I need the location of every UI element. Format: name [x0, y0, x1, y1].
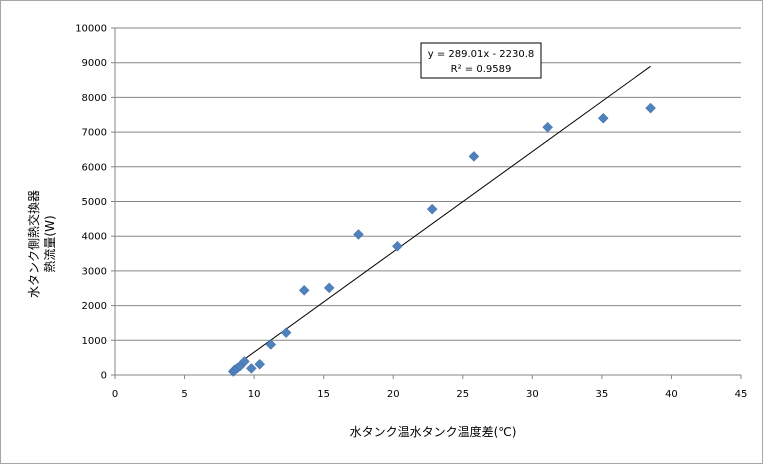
- gridlines: [111, 27, 741, 376]
- y-tick-label: 4000: [82, 232, 107, 243]
- x-tick-label: 30: [526, 389, 539, 400]
- data-point: [392, 240, 403, 252]
- x-tick-label: 35: [596, 389, 609, 400]
- y-axis-title-line1: 水タンク側熱交換器: [26, 190, 41, 298]
- y-tick-label: 0: [101, 371, 107, 382]
- equation-box-frame: [420, 42, 542, 79]
- data-point: [468, 151, 480, 162]
- x-tick-label: 15: [317, 389, 330, 400]
- trendline-equation: y = 289.01x - 2230.8: [428, 49, 535, 60]
- x-tick-label: 10: [248, 389, 261, 400]
- data-point: [280, 327, 292, 339]
- data-points: [227, 102, 656, 377]
- data-point: [298, 284, 310, 296]
- y-tick-label: 3000: [82, 266, 107, 277]
- x-axis-title: 水タンク温水タンク温度差(℃): [350, 424, 517, 439]
- data-point: [323, 282, 335, 294]
- data-point: [542, 121, 553, 133]
- data-point: [254, 358, 266, 370]
- y-axis-title-line2: 熱流量(W): [43, 215, 57, 272]
- x-tick-label: 25: [456, 389, 469, 400]
- data-point: [597, 112, 609, 124]
- data-point: [645, 102, 656, 114]
- equation-box: y = 289.01x - 2230.8 R² = 0.9589: [420, 42, 542, 79]
- y-tick-label: 2000: [82, 301, 107, 312]
- data-point: [426, 203, 438, 215]
- x-tick-labels: 0 5 10 15 20 25 30 35 40 45: [112, 389, 748, 400]
- trendline: [232, 65, 651, 368]
- y-axis-title: 水タンク側熱交換器 熱流量(W): [26, 190, 57, 298]
- data-point: [239, 356, 250, 367]
- x-tick-label: 0: [112, 389, 118, 400]
- y-tick-label: 10000: [75, 24, 107, 35]
- axes: [114, 28, 742, 379]
- y-tick-label: 6000: [82, 162, 107, 173]
- data-point: [245, 363, 257, 374]
- x-tick-label: 45: [735, 389, 748, 400]
- y-tick-label: 5000: [82, 197, 107, 208]
- data-point: [353, 229, 364, 240]
- r-squared-label: R² = 0.9589: [451, 64, 512, 75]
- y-tick-labels: 0 1000 2000 3000 4000 5000 6000 7000 8000 9000 100…: [75, 24, 107, 382]
- data-point: [265, 339, 277, 350]
- y-tick-label: 7000: [82, 128, 107, 139]
- y-tick-label: 8000: [82, 93, 107, 104]
- y-tick-label: 1000: [82, 336, 107, 347]
- x-tick-label: 40: [665, 389, 678, 400]
- x-tick-label: 20: [387, 389, 400, 400]
- x-tick-label: 5: [181, 389, 187, 400]
- trendline-path: [232, 65, 651, 368]
- y-tick-label: 9000: [82, 58, 107, 69]
